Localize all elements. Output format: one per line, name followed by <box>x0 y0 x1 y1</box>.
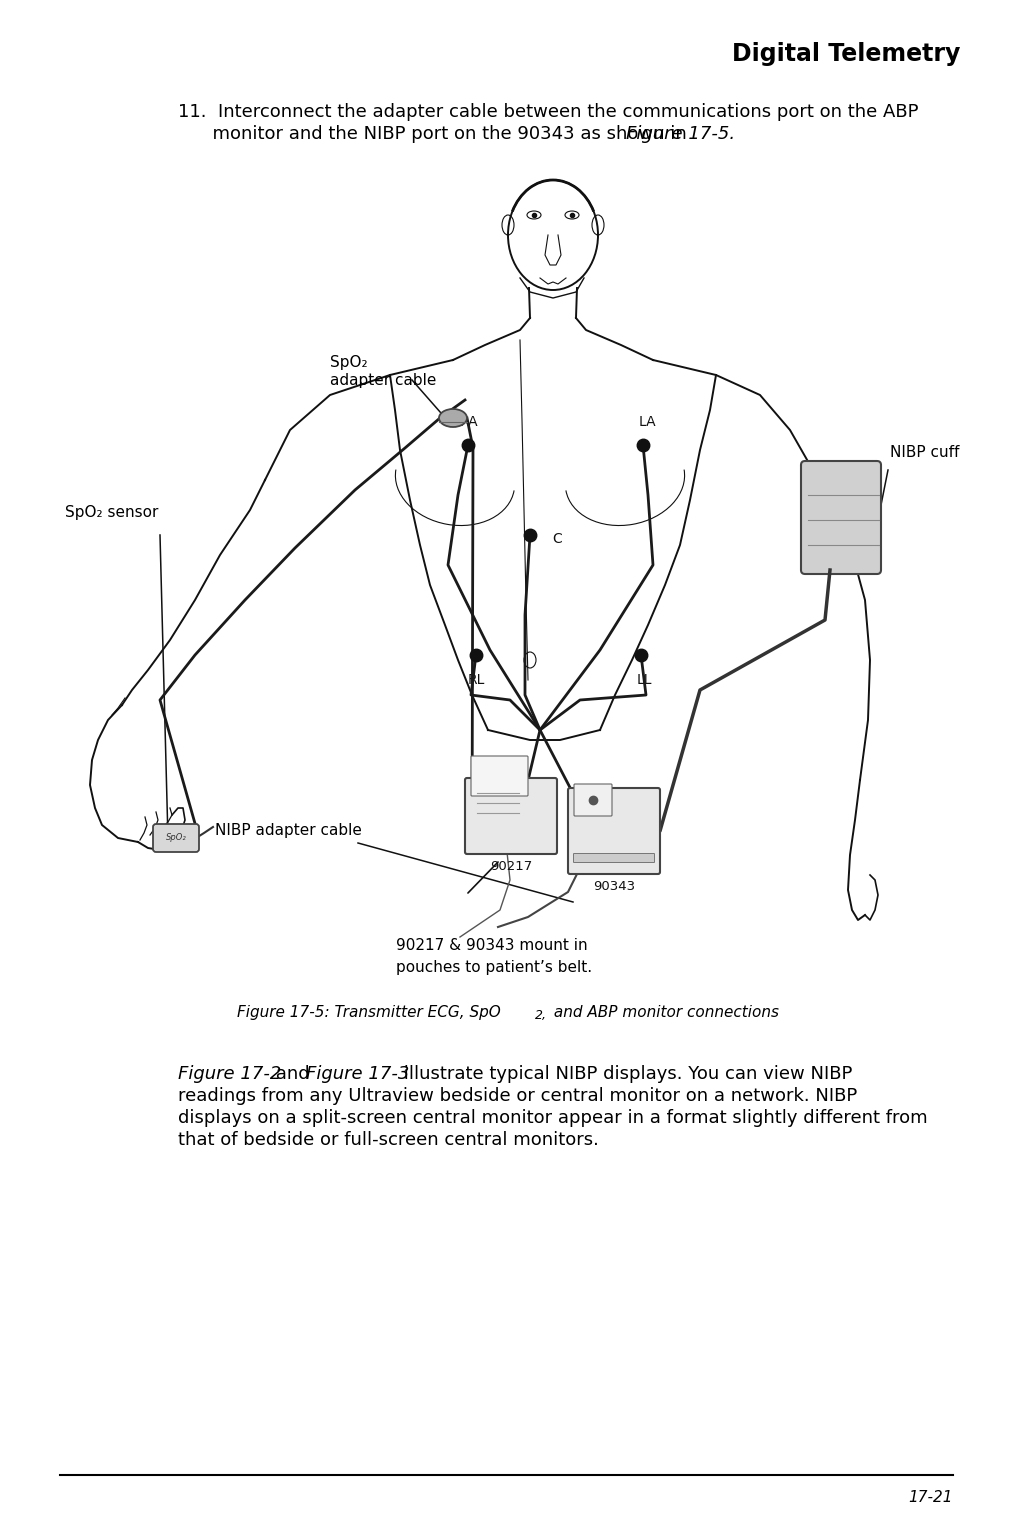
FancyBboxPatch shape <box>153 825 199 852</box>
Text: 11.  Interconnect the adapter cable between the communications port on the ABP: 11. Interconnect the adapter cable betwe… <box>178 103 919 121</box>
FancyBboxPatch shape <box>568 788 660 875</box>
Text: NIBP cuff: NIBP cuff <box>890 446 959 459</box>
Text: Digital Telemetry: Digital Telemetry <box>731 42 960 67</box>
Text: SpO₂ sensor: SpO₂ sensor <box>65 505 158 520</box>
Text: 90217: 90217 <box>490 860 532 873</box>
Text: pouches to patient’s belt.: pouches to patient’s belt. <box>396 960 593 975</box>
Text: Figure 17-5.: Figure 17-5. <box>626 124 735 143</box>
Text: displays on a split-screen central monitor appear in a format slightly different: displays on a split-screen central monit… <box>178 1110 928 1126</box>
FancyBboxPatch shape <box>573 854 654 863</box>
FancyBboxPatch shape <box>801 461 881 575</box>
Text: and: and <box>270 1066 315 1082</box>
Text: 90217 & 90343 mount in: 90217 & 90343 mount in <box>396 938 588 954</box>
FancyBboxPatch shape <box>471 756 528 796</box>
Text: NIBP adapter cable: NIBP adapter cable <box>215 823 362 838</box>
Text: 17-21: 17-21 <box>909 1490 953 1505</box>
Text: that of bedside or full-screen central monitors.: that of bedside or full-screen central m… <box>178 1131 599 1149</box>
Text: C: C <box>552 532 562 546</box>
Text: RL: RL <box>468 673 485 687</box>
FancyBboxPatch shape <box>465 778 557 854</box>
Text: 2,: 2, <box>535 1010 547 1022</box>
Text: 90343: 90343 <box>593 879 635 893</box>
Text: monitor and the NIBP port on the 90343 as shown in: monitor and the NIBP port on the 90343 a… <box>178 124 693 143</box>
Text: Figure 17-3: Figure 17-3 <box>306 1066 409 1082</box>
Text: Figure 17-2: Figure 17-2 <box>178 1066 282 1082</box>
Text: readings from any Ultraview bedside or central monitor on a network. NIBP: readings from any Ultraview bedside or c… <box>178 1087 857 1105</box>
FancyBboxPatch shape <box>574 784 612 816</box>
Text: SpO₂: SpO₂ <box>165 834 186 843</box>
Text: and ABP monitor connections: and ABP monitor connections <box>549 1005 779 1020</box>
Text: Figure 17-5: Transmitter ECG, SpO: Figure 17-5: Transmitter ECG, SpO <box>237 1005 500 1020</box>
Text: adapter cable: adapter cable <box>330 373 437 388</box>
Ellipse shape <box>439 409 467 428</box>
Text: SpO₂: SpO₂ <box>330 355 368 370</box>
Text: RA: RA <box>460 415 478 429</box>
Text: LA: LA <box>639 415 656 429</box>
Text: illustrate typical NIBP displays. You can view NIBP: illustrate typical NIBP displays. You ca… <box>398 1066 852 1082</box>
Text: LL: LL <box>637 673 652 687</box>
